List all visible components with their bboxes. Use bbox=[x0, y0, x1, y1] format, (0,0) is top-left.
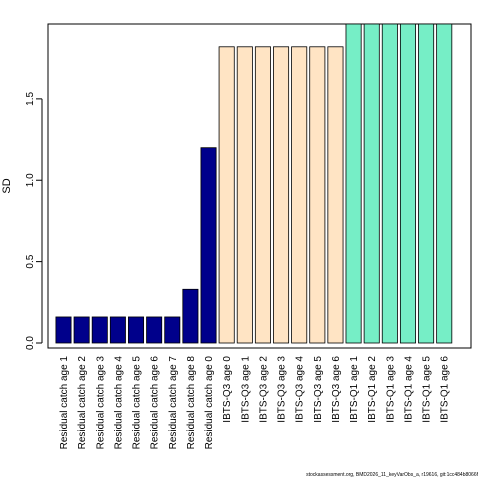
bars-group bbox=[55, 23, 453, 344]
y-tick-label: 0.0 bbox=[25, 336, 36, 350]
x-tick-label: Residual catch age 3 bbox=[95, 356, 106, 450]
x-tick-label: IBTS-Q1 age 3 bbox=[385, 356, 396, 423]
x-tick-label: Residual catch age 4 bbox=[113, 356, 124, 450]
y-axis: 0.0 0.5 1.0 1.5 bbox=[25, 91, 43, 350]
x-axis-labels: Residual catch age 1 Residual catch age 2… bbox=[59, 356, 451, 450]
bar bbox=[236, 46, 253, 344]
x-tick-label: IBTS-Q1 age 1 bbox=[349, 356, 360, 423]
bar bbox=[273, 46, 290, 344]
y-axis-label: SD bbox=[1, 178, 13, 193]
bar bbox=[182, 288, 199, 344]
x-tick-label: IBTS-Q3 age 6 bbox=[331, 356, 342, 423]
x-tick-label: IBTS-Q3 age 1 bbox=[240, 356, 251, 423]
x-tick-label: IBTS-Q3 age 4 bbox=[295, 356, 306, 423]
x-tick-label: IBTS-Q1 age 6 bbox=[440, 356, 451, 423]
bar bbox=[418, 23, 435, 344]
bar bbox=[109, 316, 126, 344]
bar bbox=[291, 46, 308, 344]
x-tick-label: Residual catch age 5 bbox=[132, 356, 143, 450]
x-tick-label: IBTS-Q1 age 2 bbox=[367, 356, 378, 423]
x-tick-label: IBTS-Q3 age 0 bbox=[222, 356, 233, 423]
y-tick-label: 0.5 bbox=[25, 254, 36, 268]
bar bbox=[91, 316, 108, 344]
bar bbox=[200, 147, 217, 344]
x-tick-label: IBTS-Q3 age 5 bbox=[313, 356, 324, 423]
bar bbox=[218, 46, 235, 344]
x-tick-label: Residual catch age 7 bbox=[168, 356, 179, 450]
bar bbox=[55, 316, 72, 344]
x-tick-label: IBTS-Q1 age 4 bbox=[403, 356, 414, 423]
bar bbox=[381, 23, 398, 344]
bar bbox=[73, 316, 90, 344]
x-tick-label: Residual catch age 0 bbox=[204, 356, 215, 450]
y-tick-label: 1.5 bbox=[25, 91, 36, 105]
bar bbox=[399, 23, 416, 344]
plot-frame bbox=[47, 23, 472, 349]
bar bbox=[345, 23, 362, 344]
x-tick-label: IBTS-Q3 age 3 bbox=[277, 356, 288, 423]
x-tick-label: Residual catch age 1 bbox=[59, 356, 70, 450]
x-tick-label: Residual catch age 6 bbox=[150, 356, 161, 450]
bar bbox=[436, 23, 453, 344]
x-tick-label: IBTS-Q3 age 2 bbox=[258, 356, 269, 423]
x-tick-label: Residual catch age 8 bbox=[186, 356, 197, 450]
footer-text: stockassessment.org, BMD2026_11_keyVarOb… bbox=[306, 472, 478, 478]
bar bbox=[164, 316, 181, 344]
bar bbox=[146, 316, 163, 344]
bar bbox=[128, 316, 145, 344]
bar bbox=[254, 46, 271, 344]
x-tick-label: Residual catch age 2 bbox=[77, 356, 88, 450]
x-tick-label: IBTS-Q1 age 5 bbox=[422, 356, 433, 423]
bar bbox=[327, 46, 344, 344]
bar bbox=[309, 46, 326, 344]
y-tick-label: 1.0 bbox=[25, 173, 36, 187]
bar bbox=[363, 23, 380, 344]
